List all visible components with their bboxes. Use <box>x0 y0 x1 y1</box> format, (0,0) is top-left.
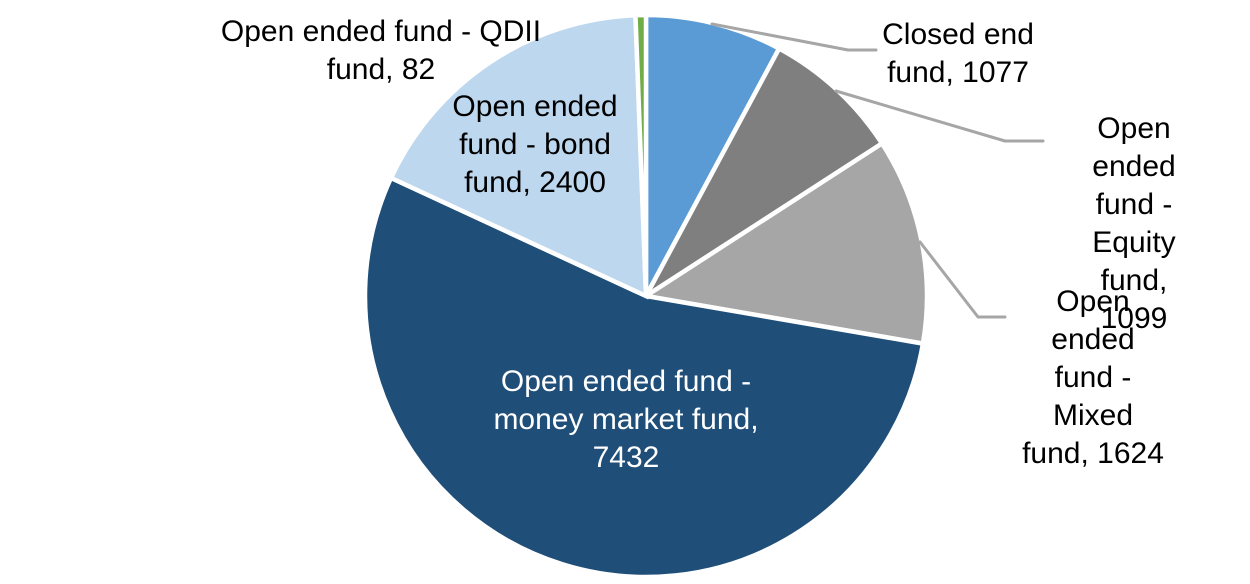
callout-closed-end-fund: Closed end fund, 1077 <box>882 18 1034 89</box>
leader-line-equity-fund <box>834 89 1045 143</box>
callout-mixed-fund: Open ended fund - Mixed fund, 1624 <box>1022 285 1164 470</box>
callout-bond-fund: Open ended fund - bond fund, 2400 <box>452 90 618 199</box>
callout-qdii-fund: Open ended fund - QDII fund, 82 <box>220 15 542 86</box>
callout-equity-fund: Open ended fund - Equity fund, 1099 <box>1092 112 1176 335</box>
pie-slice-open-ended-mixed-fund <box>644 140 930 347</box>
pie-slice-open-ended-qdii-fund <box>633 12 649 297</box>
pie-slice-open-ended-money-market-fund <box>362 174 926 580</box>
leader-line-closed-end-fund <box>710 22 878 52</box>
pie-slice-open-ended-bond-fund <box>388 12 649 300</box>
pie-slices <box>362 12 930 580</box>
leader-line-mixed-fund <box>918 240 1007 319</box>
pie-slice-open-ended-equity-fund <box>644 45 886 298</box>
callout-money-market-fund: Open ended fund - money market fund, 743… <box>493 365 759 474</box>
